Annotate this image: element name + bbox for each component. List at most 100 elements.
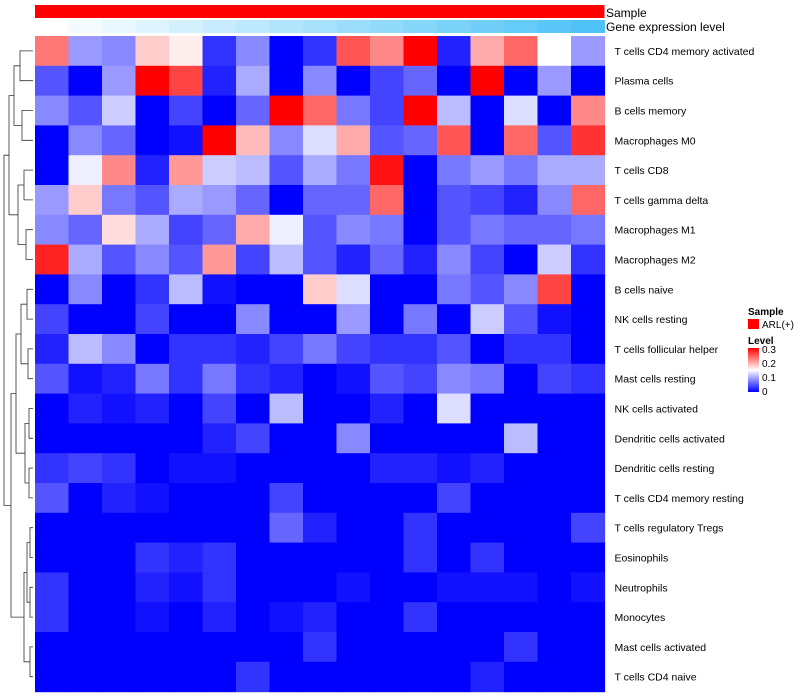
heatmap-cell — [336, 453, 371, 484]
heatmap-cell — [537, 214, 572, 246]
heatmap-cell — [370, 214, 405, 246]
heatmap-cell — [537, 632, 572, 663]
heatmap-cell — [68, 334, 103, 365]
heatmap-cell — [303, 661, 338, 693]
row-label: T cells CD4 memory activated — [615, 46, 755, 58]
heatmap-cell — [269, 632, 304, 663]
heatmap-cell — [437, 393, 472, 424]
legend-sample-title: Sample — [748, 307, 784, 318]
heatmap-cell — [437, 363, 472, 395]
heatmap-cell — [35, 632, 70, 663]
heatmap-cell — [403, 632, 438, 663]
heatmap-cell — [403, 155, 438, 186]
heatmap-cell — [537, 512, 572, 544]
legend-level-title: Level — [748, 336, 774, 347]
heatmap-cells — [35, 36, 606, 693]
dendrogram-branch — [8, 95, 18, 216]
heatmap-cell — [504, 36, 539, 67]
heatmap-cell — [571, 244, 606, 275]
heatmap-cell — [303, 393, 338, 424]
heatmap-cell — [437, 483, 472, 514]
heatmap-cell — [403, 483, 438, 514]
heatmap-cell — [202, 214, 237, 246]
dendrogram-branch — [13, 65, 22, 126]
heatmap-cell — [537, 95, 572, 126]
heatmap-cell — [303, 95, 338, 126]
gene-expression-annotation-cell — [437, 20, 471, 33]
heatmap-cell — [68, 572, 103, 603]
heatmap-cell — [68, 393, 103, 424]
dendrogram-branch — [28, 467, 33, 499]
heatmap-cell — [202, 572, 237, 603]
heatmap-cell — [68, 36, 103, 67]
heatmap-cell — [35, 36, 70, 67]
row-label: Mast cells resting — [615, 374, 696, 386]
heatmap-cell — [102, 661, 137, 693]
heatmap-cell — [236, 125, 271, 156]
heatmap-cell — [571, 334, 606, 365]
heatmap-cell — [135, 483, 170, 514]
heatmap-cell — [537, 542, 572, 573]
heatmap-cell — [102, 304, 137, 335]
heatmap-cell — [68, 185, 103, 216]
heatmap-cell — [336, 602, 371, 633]
heatmap-cell — [437, 453, 472, 484]
heatmap-cell — [269, 155, 304, 186]
heatmap-cell — [437, 304, 472, 335]
heatmap-cell — [537, 363, 572, 395]
heatmap-cell — [68, 95, 103, 126]
heatmap-cell — [102, 185, 137, 216]
heatmap-cell — [35, 334, 70, 365]
heatmap-cell — [269, 572, 304, 603]
heatmap-cell — [303, 363, 338, 395]
heatmap-cell — [537, 65, 572, 97]
heatmap-cell — [470, 125, 505, 156]
heatmap-cell — [571, 512, 606, 544]
row-label: B cells naive — [615, 284, 674, 296]
heatmap-cell — [169, 244, 204, 275]
column-annotation-bars — [35, 5, 605, 33]
heatmap-cell — [102, 512, 137, 544]
heatmap-cell — [202, 602, 237, 633]
heatmap-cell — [102, 125, 137, 156]
heatmap-cell — [336, 483, 371, 514]
heatmap-cell — [470, 214, 505, 246]
dendrogram-branch — [29, 527, 33, 558]
heatmap-cell — [571, 572, 606, 603]
heatmap-cell — [403, 185, 438, 216]
heatmap-cell — [35, 661, 70, 693]
heatmap-cell — [470, 274, 505, 305]
heatmap-cell — [571, 274, 606, 305]
heatmap-cell — [202, 185, 237, 216]
heatmap-cell — [102, 334, 137, 365]
heatmap-cell — [202, 393, 237, 424]
heatmap-cell — [504, 125, 539, 156]
heatmap-cell — [370, 274, 405, 305]
dendrogram-branch — [19, 50, 33, 82]
heatmap-cell — [169, 65, 204, 97]
legend-level-tick: 0.2 — [762, 359, 776, 370]
heatmap-cell — [202, 483, 237, 514]
heatmap-cell — [504, 542, 539, 573]
heatmap-cell — [504, 214, 539, 246]
heatmap-cell — [269, 95, 304, 126]
heatmap-cell — [370, 542, 405, 573]
gene-expression-annotation-cell — [202, 20, 237, 33]
heatmap-cell — [102, 632, 137, 663]
heatmap-cell — [102, 483, 137, 514]
heatmap-cell — [35, 483, 70, 514]
row-label: T cells CD4 naive — [615, 672, 697, 684]
heatmap-cell — [504, 483, 539, 514]
heatmap-cell — [370, 36, 405, 67]
heatmap-cell — [236, 185, 271, 216]
legend-level-tick: 0.1 — [762, 373, 776, 384]
heatmap-cell — [370, 185, 405, 216]
heatmap-cell — [68, 244, 103, 275]
heatmap-cell — [470, 304, 505, 335]
dendrogram-branch — [27, 348, 33, 380]
heatmap-cell — [68, 363, 103, 395]
heatmap-cell — [571, 483, 606, 514]
legend: Sample ARL(+) Level 0.3 0.2 0.1 0 — [748, 307, 794, 398]
heatmap-cell — [135, 125, 170, 156]
heatmap-cell — [236, 36, 271, 67]
